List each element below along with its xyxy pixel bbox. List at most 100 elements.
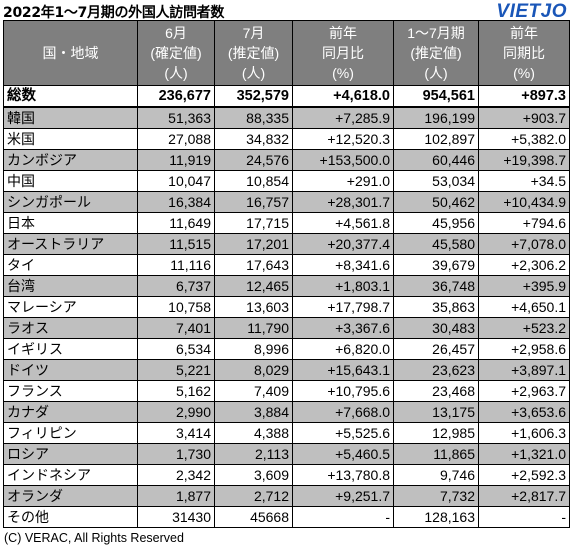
header-country: 国・地域 [3,20,138,86]
cell-yoy-month: +7,668.0 [292,401,394,423]
cell-ytd: 35,863 [393,296,479,318]
cell-yoy-month: +153,500.0 [292,149,394,171]
country-name: イギリス [3,338,138,360]
header-line: (人) [164,65,188,81]
header-yoy-month: 前年 同月比 (%) [292,20,394,86]
header-line: 7月 [242,25,265,41]
cell-ytd: 50,462 [393,191,479,213]
table-row: インドネシア 2,342 3,609 +13,780.8 9,746 +2,592.3 [3,464,570,486]
total-row: 総数 236,677 352,579 +4,618.0 954,561 +897… [3,85,570,108]
cell-yoy-period: +4,650.1 [478,296,570,318]
cell-jul: 8,029 [214,359,293,381]
table-row: マレーシア 10,758 13,603 +17,798.7 35,863 +4,650.1 [3,296,570,318]
country-name: タイ [3,254,138,276]
cell-jul: 34,832 [214,128,293,150]
cell-yoy-month: +5,525.6 [292,422,394,444]
cell-jul: 2,712 [214,485,293,507]
country-name: カナダ [3,401,138,423]
cell-jul: 7,409 [214,380,293,402]
cell-jun: 5,162 [137,380,215,402]
cell-jun: 16,384 [137,191,215,213]
header-line: (人) [424,65,448,81]
cell-ytd: 13,175 [393,401,479,423]
cell-ytd: 45,580 [393,233,479,255]
cell-jul: 11,790 [214,317,293,339]
cell-jul: 3,609 [214,464,293,486]
table-row: 台湾 6,737 12,465 +1,803.1 36,748 +395.9 [3,275,570,297]
cell-ytd: 12,985 [393,422,479,444]
cell-jul: 3,884 [214,401,293,423]
cell-yoy-month: +12,520.3 [292,128,394,150]
copyright-footer: (C) VERAC, All Rights Reserved [4,531,184,545]
cell-jun: 6,534 [137,338,215,360]
cell-jun: 7,401 [137,317,215,339]
cell-yoy-period: +19,398.7 [478,149,570,171]
table-row: フィリピン 3,414 4,388 +5,525.6 12,985 +1,606.3 [3,422,570,444]
cell-yoy-period: +794.6 [478,212,570,234]
header-line: 1〜7月期 [407,25,465,41]
cell-yoy-month: +4,561.8 [292,212,394,234]
header-yoy-period: 前年 同期比 (%) [478,20,570,86]
country-name: カンボジア [3,149,138,171]
cell-yoy-month: +291.0 [292,170,394,192]
cell-yoy-period: - [478,506,570,528]
header-line: (確定値) [150,45,202,61]
country-name: インドネシア [3,464,138,486]
total-yoy-period: +897.3 [478,85,570,108]
cell-jun: 1,877 [137,485,215,507]
table-row: シンガポール 16,384 16,757 +28,301.7 50,462 +10,434… [3,191,570,213]
cell-ytd: 45,956 [393,212,479,234]
table-row: カナダ 2,990 3,884 +7,668.0 13,175 +3,653.6 [3,401,570,423]
cell-ytd: 23,623 [393,359,479,381]
cell-jun: 27,088 [137,128,215,150]
cell-yoy-month: +9,251.7 [292,485,394,507]
header-line: (%) [332,65,354,81]
cell-yoy-month: +28,301.7 [292,191,394,213]
cell-jul: 2,113 [214,443,293,465]
cell-ytd: 30,483 [393,317,479,339]
cell-yoy-period: +395.9 [478,275,570,297]
table-row: タイ 11,116 17,643 +8,341.6 39,679 +2,306.2 [3,254,570,276]
header-line: (人) [241,65,266,81]
cell-ytd: 39,679 [393,254,479,276]
cell-jul: 17,201 [214,233,293,255]
cell-ytd: 53,034 [393,170,479,192]
cell-jul: 17,715 [214,212,293,234]
cell-jun: 10,758 [137,296,215,318]
header-june: 6月 (確定値) (人) [137,20,215,86]
country-name: 中国 [3,170,138,192]
cell-jun: 31430 [137,506,215,528]
cell-jun: 11,919 [137,149,215,171]
cell-jun: 5,221 [137,359,215,381]
country-name: ドイツ [3,359,138,381]
cell-yoy-month: +3,367.6 [292,317,394,339]
other-row: その他 31430 45668-128,163- [3,506,570,528]
vietjo-logo: VIETJO [496,1,567,22]
cell-jul: 88,335 [214,106,293,129]
cell-jul: 24,576 [214,149,293,171]
cell-yoy-month: +20,377.4 [292,233,394,255]
table-row: 韓国 51,363 88,335 +7,285.9 196,199 +903.7 [3,106,570,129]
cell-jun: 10,047 [137,170,215,192]
page-title: 2022年1〜7月期の外国人訪問者数 [3,5,225,21]
cell-yoy-month: +6,820.0 [292,338,394,360]
total-jun: 236,677 [137,85,215,108]
total-jul: 352,579 [214,85,293,108]
country-name: 米国 [3,128,138,150]
cell-jul: 4,388 [214,422,293,444]
cell-yoy-period: +1,321.0 [478,443,570,465]
table-row: フランス 5,162 7,409 +10,795.6 23,468 +2,963.7 [3,380,570,402]
cell-yoy-period: +3,653.6 [478,401,570,423]
cell-ytd: 26,457 [393,338,479,360]
cell-jun: 6,737 [137,275,215,297]
total-ytd: 954,561 [393,85,479,108]
cell-yoy-period: +7,078.0 [478,233,570,255]
cell-yoy-month: +8,341.6 [292,254,394,276]
header-row: 国・地域 6月 (確定値) (人) 7月 (推定値) (人) 前年 同月比 (%) 1〜7月… [3,20,570,86]
header-line: 前年 [510,25,538,41]
cell-ytd: 9,746 [393,464,479,486]
header-line: (推定値) [410,45,462,61]
cell-jun: 1,730 [137,443,215,465]
table-row: イギリス 6,534 8,996 +6,820.0 26,457 +2,958.6 [3,338,570,360]
cell-yoy-period: +2,817.7 [478,485,570,507]
